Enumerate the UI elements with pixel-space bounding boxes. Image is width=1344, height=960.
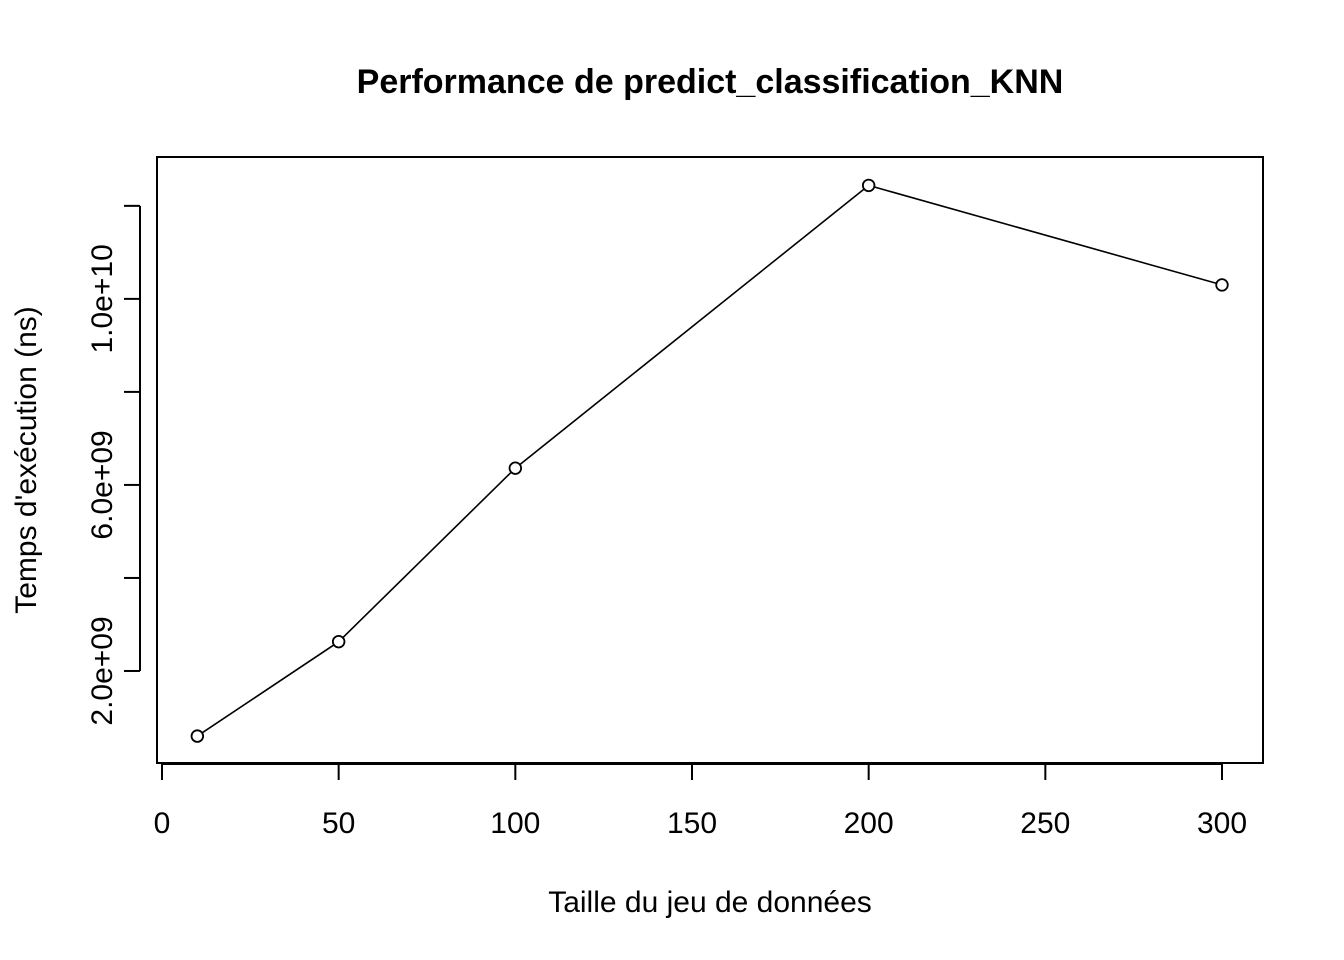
x-axis-label: Taille du jeu de données — [548, 886, 872, 919]
data-point — [331, 634, 346, 649]
x-axis: 0 50 100 150 200 250 300 — [154, 763, 1247, 840]
data-point — [190, 729, 205, 743]
y-axis: 2.0e+09 6.0e+09 1.0e+10 — [86, 204, 141, 726]
data-point — [861, 178, 876, 193]
x-tick-label: 100 — [490, 807, 540, 840]
y-tick-label: 6.0e+09 — [86, 430, 119, 539]
x-tick-label: 200 — [844, 807, 894, 840]
plot-frame — [156, 156, 1264, 764]
x-tick-label: 250 — [1020, 807, 1070, 840]
data-point — [508, 461, 523, 475]
x-tick-label: 0 — [154, 807, 171, 840]
data-point — [1215, 278, 1229, 292]
x-tick-label: 50 — [322, 807, 355, 840]
y-tick-label: 2.0e+09 — [86, 616, 119, 725]
y-axis-label: Temps d'exécution (ns) — [10, 306, 43, 614]
y-tick-label: 1.0e+10 — [86, 244, 119, 353]
series-layer — [190, 178, 1229, 743]
x-tick-label: 300 — [1197, 807, 1247, 840]
series-line — [196, 184, 1223, 737]
x-tick-label: 150 — [667, 807, 717, 840]
chart-title: Performance de predict_classification_KN… — [357, 63, 1064, 101]
